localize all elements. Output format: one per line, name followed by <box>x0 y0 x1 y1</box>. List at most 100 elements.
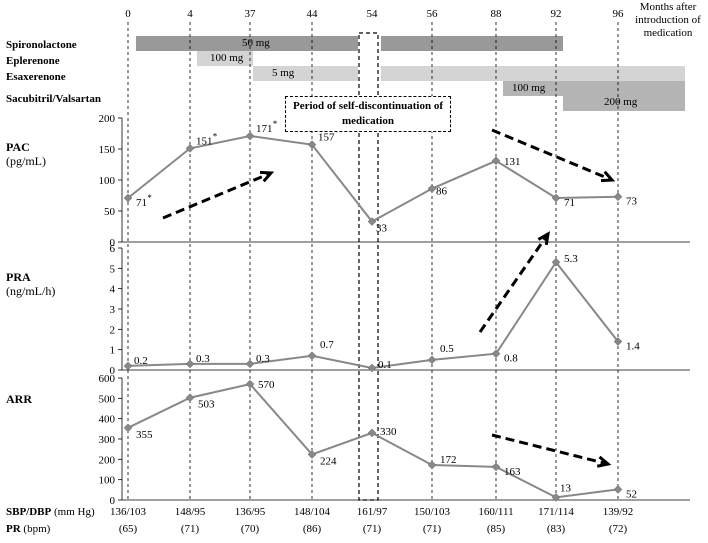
data-point-marker <box>367 217 377 226</box>
y-tick-label: 50 <box>104 206 116 218</box>
data-point-marker <box>123 361 133 371</box>
month-label: 4 <box>187 8 193 20</box>
y-tick-label: 150 <box>99 144 116 156</box>
data-point-marker <box>245 379 255 389</box>
pac-axis-name: PAC <box>6 140 30 154</box>
bp-value: 148/104 <box>293 506 331 518</box>
bp-label: SBP/DBP <box>6 506 52 518</box>
pac-axis-unit: (pg/mL) <box>6 154 46 168</box>
significance-star: * <box>273 119 278 129</box>
data-label: 71 <box>136 197 147 209</box>
trend-arrow <box>478 233 550 333</box>
pr-value: (86) <box>302 523 322 535</box>
pr-value: (71) <box>362 523 382 535</box>
data-point-marker <box>613 485 623 494</box>
data-label: 5.3 <box>564 253 578 265</box>
medication-bar <box>381 66 685 81</box>
bp-value: 171/114 <box>538 506 574 518</box>
data-label: 0.3 <box>256 353 270 365</box>
trend-arrowhead <box>537 231 550 246</box>
data-point-marker <box>551 257 561 267</box>
data-label: 33 <box>376 223 388 235</box>
month-label: 0 <box>125 8 131 20</box>
pr-unit: (bpm) <box>23 523 51 535</box>
bp-value: 148/95 <box>174 506 206 518</box>
y-tick-label: 4 <box>110 284 116 296</box>
bp-value: 139/92 <box>602 506 634 518</box>
y-tick-label: 100 <box>99 175 116 187</box>
data-label: 330 <box>380 426 397 438</box>
dose-label: 200 mg <box>604 96 638 108</box>
bp-value: 150/103 <box>413 506 451 518</box>
data-label: 0.5 <box>440 343 454 355</box>
trend-arrow <box>162 171 272 220</box>
y-tick-label: 0 <box>110 365 116 377</box>
trend-arrowhead <box>596 455 612 468</box>
data-label: 0.2 <box>134 355 148 367</box>
arr-axis-name: ARR <box>6 392 32 406</box>
dose-label: 5 mg <box>272 67 295 79</box>
med-name-sacubitril-valsartan: Sacubitril/Valsartan <box>6 93 101 105</box>
month-label: 96 <box>612 8 624 20</box>
bp-value: 136/103 <box>109 506 147 518</box>
y-tick-label: 200 <box>99 454 116 466</box>
data-point-marker <box>245 359 255 369</box>
data-point-marker <box>613 337 623 346</box>
data-point-marker <box>427 355 437 365</box>
discontinuation-period-box <box>358 32 379 501</box>
y-tick-label: 0 <box>110 495 116 507</box>
data-point-marker <box>367 428 377 438</box>
med-name-esaxerenone: Esaxerenone <box>6 71 66 83</box>
data-label: 0.3 <box>196 353 210 365</box>
bp-value: 136/95 <box>234 506 266 518</box>
medication-bar <box>381 36 563 51</box>
y-tick-label: 600 <box>99 373 116 385</box>
y-tick-label: 200 <box>99 113 116 125</box>
y-tick-label: 400 <box>99 414 116 426</box>
pac-axis-label: PAC (pg/mL) <box>6 140 46 168</box>
data-point-marker <box>491 156 501 166</box>
data-point-marker <box>307 450 317 459</box>
month-label: 92 <box>550 8 562 20</box>
data-point-marker <box>123 193 133 203</box>
pr-value: (70) <box>240 523 260 535</box>
pr-value: (65) <box>118 523 138 535</box>
data-label: 52 <box>626 488 637 500</box>
data-label: 172 <box>440 454 457 466</box>
series-line <box>127 134 619 223</box>
trend-arrowhead <box>600 170 616 183</box>
data-label: 171 <box>256 123 273 135</box>
data-label: 73 <box>626 196 638 208</box>
y-tick-label: 5 <box>110 263 116 275</box>
medication-bar <box>136 36 358 51</box>
month-label: 37 <box>244 8 256 20</box>
y-tick-label: 6 <box>110 243 116 255</box>
data-label: 0.8 <box>504 353 518 365</box>
medication-bar <box>563 81 685 111</box>
discontinuation-label: Period of self-discontinuation of medica… <box>285 96 451 132</box>
data-point-marker <box>613 192 623 202</box>
y-tick-label: 100 <box>99 475 116 487</box>
bp-value: 160/111 <box>478 506 514 518</box>
data-label: 86 <box>436 186 448 198</box>
data-label: 1.4 <box>626 341 640 353</box>
data-point-marker <box>185 359 195 369</box>
data-point-marker <box>185 144 195 153</box>
pra-axis-name: PRA <box>6 270 31 284</box>
bp-row-label: SBP/DBP (mm Hg) <box>6 505 95 519</box>
medication-bar <box>197 51 253 66</box>
y-tick-label: 500 <box>99 393 116 405</box>
significance-star: * <box>335 128 340 138</box>
bp-value: 161/97 <box>356 506 388 518</box>
data-label: 224 <box>320 455 337 467</box>
trend-arrow <box>491 433 609 466</box>
y-tick-label: 300 <box>99 434 116 446</box>
month-label: 54 <box>366 8 378 20</box>
y-tick-label: 2 <box>110 324 116 336</box>
data-label: 71 <box>564 197 575 209</box>
medication-bar <box>253 66 358 81</box>
bp-unit: (mm Hg) <box>53 506 95 518</box>
data-point-marker <box>307 351 317 361</box>
month-label: 88 <box>490 8 502 20</box>
